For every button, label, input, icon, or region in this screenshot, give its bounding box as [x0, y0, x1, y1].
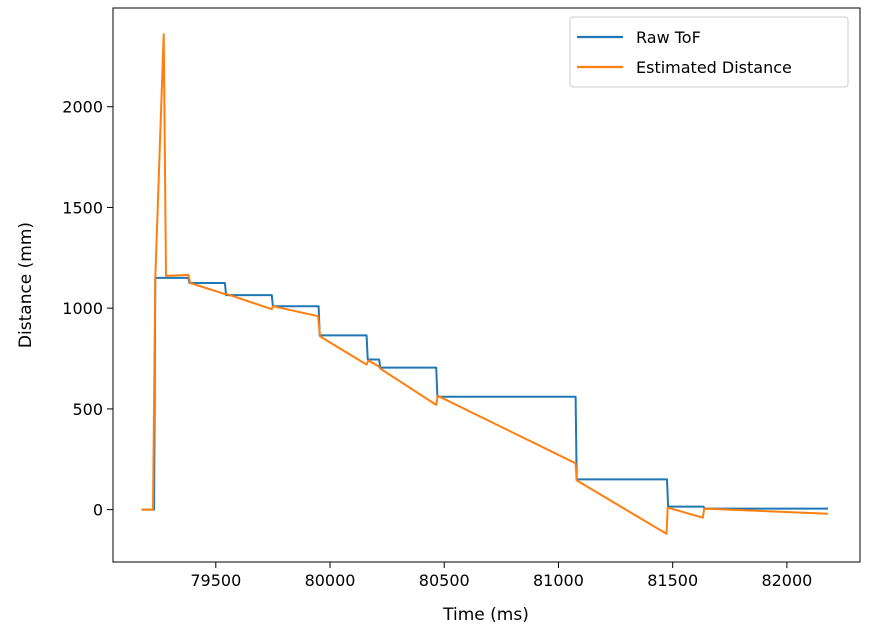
y-tick-label: 1000 [62, 299, 103, 318]
x-tick-label: 81500 [647, 571, 698, 590]
x-tick-label: 82000 [761, 571, 812, 590]
x-tick-label: 80500 [419, 571, 470, 590]
legend-label-estimated-distance: Estimated Distance [636, 58, 792, 77]
x-axis: 79500 80000 80500 81000 81500 82000 [190, 562, 812, 590]
y-tick-label: 2000 [62, 98, 103, 117]
y-tick-label: 1500 [62, 198, 103, 217]
legend: Raw ToF Estimated Distance [569, 16, 849, 88]
series-line-estimated-distance [141, 33, 829, 535]
y-tick-label: 500 [72, 400, 103, 419]
x-axis-label: Time (ms) [442, 605, 529, 625]
series-layer [141, 33, 829, 535]
plot-area [112, 7, 861, 563]
legend-box [569, 16, 849, 88]
plot-frame [112, 7, 861, 563]
y-axis-label: Distance (mm) [16, 222, 36, 348]
y-axis: 0 500 1000 1500 2000 [62, 98, 113, 520]
x-tick-label: 81000 [533, 571, 584, 590]
x-tick-label: 79500 [190, 571, 241, 590]
legend-label-raw-tof: Raw ToF [636, 28, 701, 47]
x-tick-label: 80000 [305, 571, 356, 590]
y-tick-label: 0 [93, 501, 103, 520]
